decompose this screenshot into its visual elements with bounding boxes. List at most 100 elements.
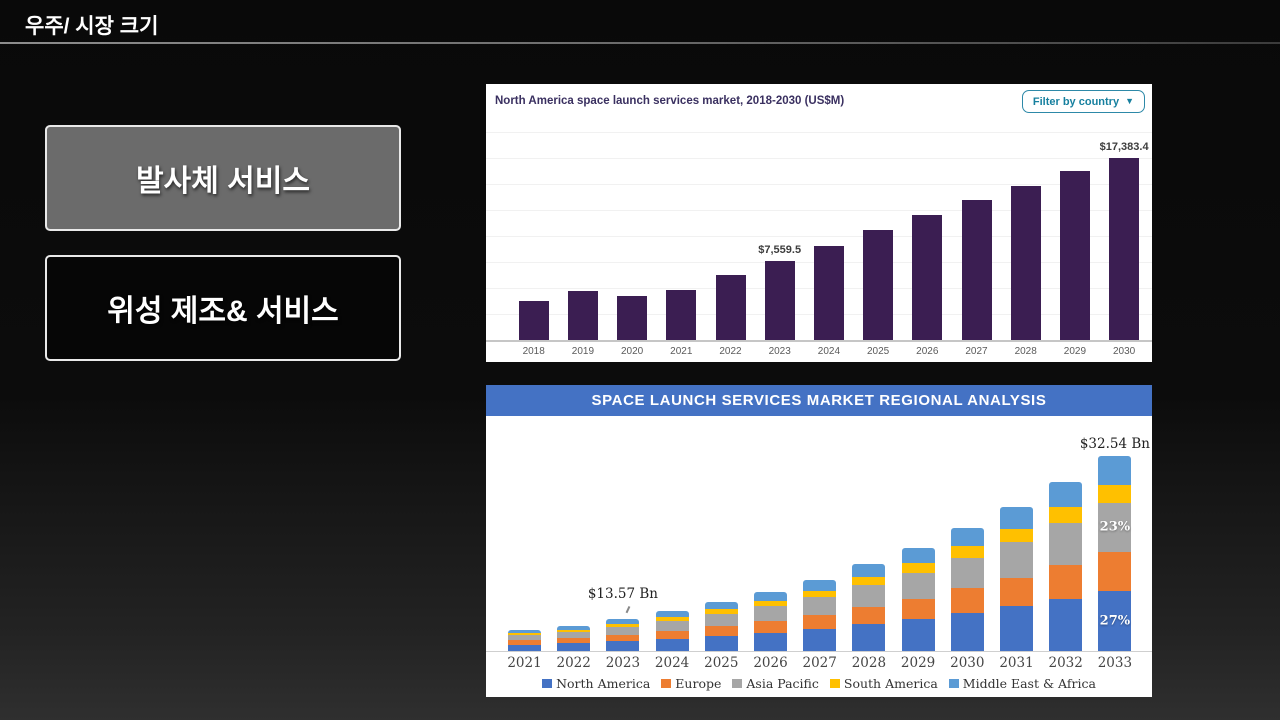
segment-europe-2031 (1000, 577, 1033, 607)
na-bar-chart-plot: 2018 2019 2020 2021 2022 2023 2024 2025 2026 2027… (486, 129, 1152, 357)
chart-panel-na-market: North America space launch services mark… (486, 84, 1152, 362)
reg-total-label-2023: $13.57 Bn (587, 586, 658, 602)
legend-item-north-america: North America (542, 676, 650, 691)
regional-chart-header: SPACE LAUNCH SERVICES MARKET REGIONAL AN… (486, 385, 1152, 416)
segment-europe-2023 (606, 634, 640, 642)
reg-segment-label-asia-pacific-2033: 23% (1099, 519, 1131, 535)
slide-title: 우주/ 시장 크기 (25, 15, 159, 38)
segment-middle-east-and-africa-2021 (508, 629, 541, 634)
reg-segment-label-north-america-2033: 27% (1099, 613, 1131, 629)
na-data-label-2023: $7,559.5 (758, 243, 802, 256)
segment-europe-2026 (754, 620, 787, 633)
na-x-label-2026: 2026 (916, 346, 939, 357)
legend-item-middle-east-and-africa: Middle East & Africa (948, 676, 1096, 691)
na-bar-2026 (912, 214, 943, 340)
segment-north-america-2025 (704, 635, 738, 651)
segment-south-america-2023 (606, 623, 640, 627)
segment-middle-east-and-africa-2025 (704, 601, 738, 610)
legend-label-south-america: South America (843, 676, 938, 691)
segment-middle-east-and-africa-2031 (1000, 507, 1033, 529)
na-data-label-2030: $17,383.4 (1099, 141, 1149, 153)
button-satellite-manufacturing-services[interactable]: 위성 제조& 서비스 (45, 255, 401, 361)
na-x-label-2019: 2019 (571, 346, 595, 357)
segment-middle-east-and-africa-2027 (803, 579, 837, 591)
segment-north-america-2022 (557, 643, 591, 651)
na-bar-2029 (1059, 171, 1090, 340)
reg-x-label-2025: 2025 (704, 655, 739, 671)
segment-asia-pacific-2026 (754, 606, 787, 621)
button-launch-vehicle-services[interactable]: 발사체 서비스 (45, 125, 401, 231)
reg-x-label-2032: 2032 (1048, 655, 1083, 671)
legend-swatch-asia-pacific (732, 679, 743, 688)
reg-x-label-2033: 2033 (1097, 655, 1133, 671)
segment-middle-east-and-africa-2032 (1049, 481, 1083, 508)
na-x-label-2025: 2025 (866, 346, 890, 357)
reg-x-label-2027: 2027 (802, 655, 837, 671)
reg-x-label-2028: 2028 (851, 655, 887, 671)
segment-asia-pacific-2021 (508, 635, 541, 641)
legend-label-asia-pacific: Asia Pacific (746, 676, 819, 691)
segment-north-america-2030 (950, 612, 984, 651)
title-divider (0, 42, 1280, 44)
regional-chart-legend: North America Europe Asia Pacific South Ame… (486, 676, 1152, 691)
segment-south-america-2028 (852, 577, 886, 585)
reg-x-label-2031: 2031 (999, 655, 1034, 671)
na-bar-2025 (863, 229, 894, 340)
segment-europe-2032 (1049, 564, 1083, 599)
segment-europe-2025 (704, 626, 738, 636)
legend-label-middle-east-and-africa: Middle East & Africa (962, 676, 1096, 691)
na-bar-2018 (518, 301, 549, 340)
segment-europe-2033 (1098, 551, 1132, 591)
segment-north-america-2031 (1000, 606, 1033, 651)
segment-north-america-2028 (852, 624, 886, 651)
segment-south-america-2026 (754, 600, 787, 607)
segment-asia-pacific-2022 (557, 631, 591, 639)
segment-europe-2024 (655, 630, 689, 639)
segment-south-america-2032 (1049, 507, 1083, 523)
reg-x-label-2022: 2022 (556, 655, 591, 671)
na-bar-2021 (666, 289, 697, 340)
segment-middle-east-and-africa-2026 (754, 591, 787, 601)
segment-south-america-2027 (803, 590, 837, 597)
legend-swatch-south-america (829, 679, 840, 688)
na-x-label-2030: 2030 (1112, 346, 1136, 357)
na-x-label-2029: 2029 (1063, 346, 1087, 357)
segment-europe-2028 (852, 606, 886, 624)
legend-item-europe: Europe (661, 676, 721, 691)
na-bar-2024 (813, 245, 844, 340)
segment-europe-2021 (508, 640, 541, 645)
na-x-label-2027: 2027 (965, 346, 988, 357)
reg-x-label-2024: 2024 (654, 655, 690, 671)
filter-by-country-button[interactable]: Filter by country ▼ (1021, 90, 1145, 113)
na-x-label-2021: 2021 (670, 346, 693, 357)
segment-middle-east-and-africa-2030 (950, 527, 984, 547)
chart-panel-regional-analysis: SPACE LAUNCH SERVICES MARKET REGIONAL AN… (486, 385, 1152, 697)
button-satellite-manufacturing-services-label: 위성 제조& 서비스 (107, 295, 339, 328)
segment-asia-pacific-2023 (606, 626, 640, 635)
segment-middle-east-and-africa-2022 (557, 625, 591, 630)
segment-north-america-2029 (901, 619, 935, 651)
reg-x-label-2029: 2029 (900, 655, 936, 671)
segment-south-america-2031 (1000, 528, 1033, 542)
na-x-label-2020: 2020 (620, 346, 644, 357)
segment-europe-2022 (557, 638, 591, 644)
segment-south-america-2029 (901, 563, 935, 573)
button-launch-vehicle-services-label: 발사체 서비스 (136, 165, 310, 198)
segment-asia-pacific-2031 (1000, 541, 1033, 578)
legend-swatch-middle-east-and-africa (948, 679, 959, 688)
segment-asia-pacific-2028 (852, 584, 886, 607)
reg-total-label-2033: $32.54 Bn (1079, 435, 1150, 452)
segment-asia-pacific-2033 (1098, 502, 1132, 552)
na-chart-title: North America space launch services mark… (495, 95, 845, 107)
segment-middle-east-and-africa-2033 (1098, 455, 1132, 486)
segment-south-america-2025 (704, 609, 738, 614)
segment-north-america-2024 (655, 638, 689, 651)
reg-x-label-2021: 2021 (507, 655, 542, 671)
reg-x-label-2023: 2023 (605, 655, 641, 671)
na-x-label-2024: 2024 (817, 346, 841, 357)
legend-swatch-europe (661, 679, 672, 688)
reg-x-label-2026: 2026 (753, 655, 788, 671)
legend-label-europe: Europe (675, 676, 722, 691)
segment-middle-east-and-africa-2028 (852, 563, 886, 577)
